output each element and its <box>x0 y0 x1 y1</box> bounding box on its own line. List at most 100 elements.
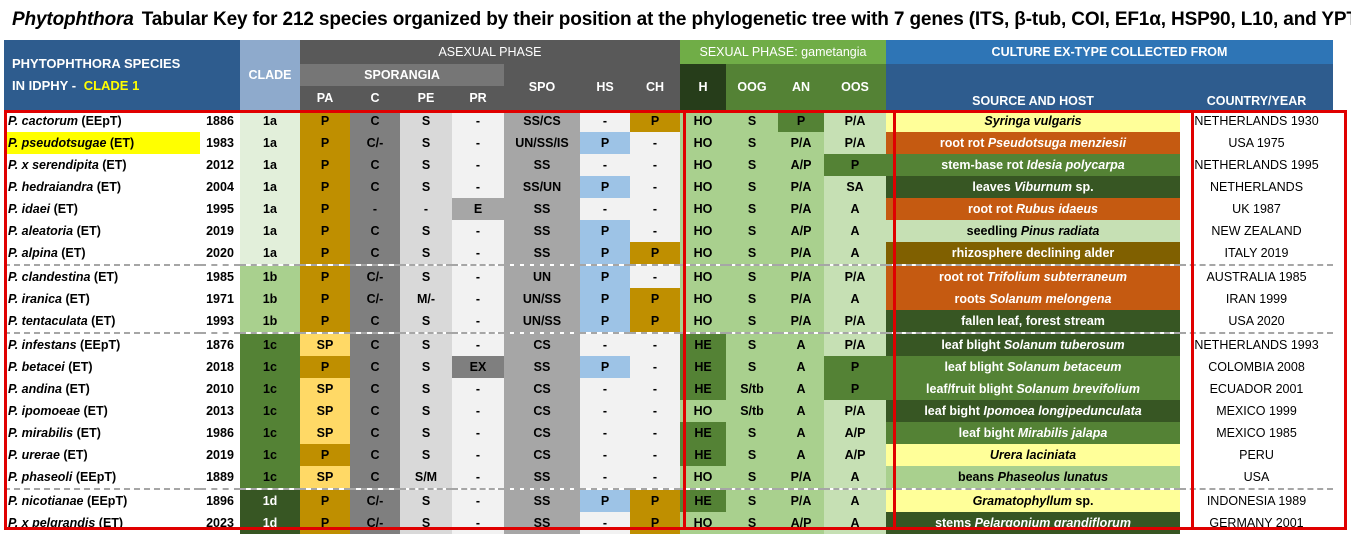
cell-oos: P/A <box>824 400 886 422</box>
source-cell: leaf bight Mirabilis jalapa <box>886 422 1180 444</box>
clade-1-label: CLADE 1 <box>83 78 140 93</box>
cell-ch: P <box>630 242 680 265</box>
cell-pa: P <box>300 220 350 242</box>
source-host-italic: Solanum melongena <box>989 292 1112 306</box>
cell-ch: - <box>630 176 680 198</box>
cell-c: C <box>350 110 400 132</box>
cell-ch: - <box>630 356 680 378</box>
cell-pr: - <box>452 176 504 198</box>
cell-pe: S <box>400 176 452 198</box>
cell-pe: S <box>400 444 452 466</box>
cell-pe: S <box>400 132 452 154</box>
species-tag: (ET) <box>90 270 119 284</box>
species-name: P. x pelgrandis <box>8 516 96 530</box>
cell-an: P/A <box>778 288 824 310</box>
cell-pr: - <box>452 220 504 242</box>
source-cell: leaves Viburnum sp. <box>886 176 1180 198</box>
cell-spo: SS/CS <box>504 110 580 132</box>
cell-spo: CS <box>504 378 580 400</box>
cell-ch: - <box>630 378 680 400</box>
cell-pr: - <box>452 310 504 333</box>
clade-cell: 1c <box>240 466 300 489</box>
cell-hs: P <box>580 288 630 310</box>
species-tag: (ET) <box>80 404 108 418</box>
cell-c: C <box>350 332 400 356</box>
year-cell: 2013 <box>206 404 234 418</box>
source-cell: stems Pelargonium grandiflorum <box>886 512 1180 534</box>
cell-an: A <box>778 444 824 466</box>
cell-ch: - <box>630 332 680 356</box>
cell-hs: - <box>580 400 630 422</box>
cell-pa: P <box>300 264 350 288</box>
cell-pa: P <box>300 356 350 378</box>
cell-pe: S <box>400 512 452 534</box>
species-name: P. alpina <box>8 246 58 260</box>
cell-pr: E <box>452 198 504 220</box>
cell-pe: S <box>400 242 452 265</box>
cell-oos: A <box>824 220 886 242</box>
species-header-line2: IN IDPHY - <box>12 78 77 93</box>
cell-spo: SS <box>504 488 580 512</box>
cell-pa: P <box>300 110 350 132</box>
cell-ch: - <box>630 198 680 220</box>
cell-oos: P/A <box>824 264 886 288</box>
table-row: P. mirabilis (ET) 1986 1c SP C S - CS - - HE S A A/P l… <box>4 422 1333 444</box>
source-host-italic: Phaseolus lunatus <box>997 470 1109 484</box>
cell-oos: P <box>824 356 886 378</box>
cell-pa: P <box>300 488 350 512</box>
cell-oog: S/tb <box>726 400 778 422</box>
source-host-italic: Viburnum <box>1014 180 1073 194</box>
cell-h: HO <box>680 466 726 489</box>
clade-cell: 1a <box>240 176 300 198</box>
cell-c: C <box>350 356 400 378</box>
clade-cell: 1c <box>240 378 300 400</box>
cell-oos: A/P <box>824 444 886 466</box>
cell-hs: P <box>580 310 630 333</box>
cell-pe: - <box>400 198 452 220</box>
cell-spo: UN <box>504 264 580 288</box>
cell-pr: - <box>452 400 504 422</box>
year-cell: 2023 <box>206 516 234 530</box>
table-row: P. clandestina (ET) 1985 1b P C/- S - UN P - HO S P/… <box>4 264 1333 288</box>
year-cell: 1889 <box>206 470 234 484</box>
cell-an: A <box>778 356 824 378</box>
species-tag: (EEpT) <box>83 494 128 508</box>
year-cell: 1986 <box>206 426 234 440</box>
species-name: P. phaseoli <box>8 470 73 484</box>
cell-c: C/- <box>350 264 400 288</box>
cell-c: C/- <box>350 488 400 512</box>
col-c: C <box>350 86 400 110</box>
cell-h: HO <box>680 400 726 422</box>
cell-oos: A <box>824 466 886 489</box>
cell-h: HO <box>680 132 726 154</box>
cell-pa: P <box>300 242 350 265</box>
species-cell: P. phaseoli (EEpT) <box>4 466 200 489</box>
cell-pr: - <box>452 466 504 489</box>
source-cell: fallen leaf, forest stream <box>886 310 1180 333</box>
cell-oos: A <box>824 488 886 512</box>
cell-c: C <box>350 220 400 242</box>
year-cell: 2019 <box>206 224 234 238</box>
cell-spo: CS <box>504 422 580 444</box>
cell-an: A <box>778 422 824 444</box>
cell-h: HE <box>680 332 726 356</box>
species-tag: (EEpT) <box>72 470 117 484</box>
source-host-italic: Solanum brevifolium <box>1016 382 1140 396</box>
cell-ch: - <box>630 220 680 242</box>
cell-an: P/A <box>778 310 824 333</box>
source-host-italic: Syringa vulgaris <box>984 114 1082 128</box>
cell-oog: S <box>726 512 778 534</box>
clade-cell: 1d <box>240 512 300 534</box>
clade-cell: 1c <box>240 400 300 422</box>
cell-oos: A <box>824 242 886 265</box>
cell-oog: S <box>726 356 778 378</box>
cell-pe: S <box>400 110 452 132</box>
country-cell: USA 1975 <box>1228 136 1285 150</box>
col-source: SOURCE AND HOST <box>886 64 1180 110</box>
cell-hs: - <box>580 198 630 220</box>
species-cell: P. cactorum (EEpT) <box>4 110 200 132</box>
source-cell: Syringa vulgaris <box>886 110 1180 132</box>
col-ch: CH <box>630 64 680 110</box>
species-cell: P. aleatoria (ET) <box>4 220 200 242</box>
country-cell: USA 2020 <box>1228 314 1285 328</box>
